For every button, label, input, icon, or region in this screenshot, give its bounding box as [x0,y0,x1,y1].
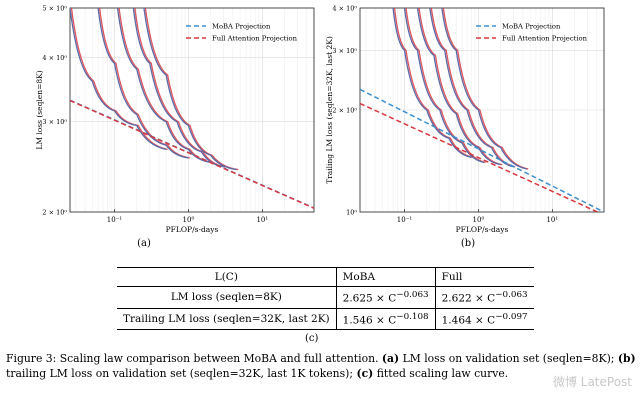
panel-a-sublabel: (a) [137,238,151,249]
legend-label: Full Attention Projection [502,35,588,43]
plot-frame [69,7,315,213]
x-axis-label: PFLOP/s-days [166,225,219,234]
full-projection-line [360,102,600,212]
y-tick-label: 4 × 10⁰ [332,5,357,13]
x-tick-label: 10⁰ [473,216,485,224]
curves-group [70,8,314,209]
chart-a-svg: 10⁻¹ 10⁰ 10¹ 5 × 10⁰ 4 × 10⁰ 3 × 10⁰ 2 × 10⁰ PF… [35,5,315,234]
y-tick-label: 2 × 10⁰ [42,209,67,217]
chart-panel-b: 10⁻¹ 10⁰ 10¹ 4 × 10⁰ 3 × 10⁰ 2 × 10⁰ 10⁰ PFLOP/… [320,0,640,250]
training-curve-full [430,8,516,168]
full-projection-line [70,99,314,209]
row-label: Trailing LM loss (seqlen=32K, last 2K) [117,308,337,330]
training-curve-full [134,8,226,168]
curves-group [360,8,604,212]
training-curve-moba [70,8,167,150]
table-row: Trailing LM loss (seqlen=32K, last 2K) 1… [117,308,534,330]
caption-tag-c: (c) [356,366,374,380]
training-curve-moba [429,8,514,168]
y-tick-label: 3 × 10⁰ [332,47,357,55]
moba-formula: 2.625 × C−0.063 [336,286,436,308]
training-curve-moba [116,8,211,163]
header-lc: L(C) [117,267,337,287]
plot-frame [359,7,605,213]
legend-label: MoBA Projection [502,23,561,31]
x-tick-label: 10⁻¹ [397,216,413,224]
training-curve-full [144,8,239,171]
table-row: LM loss (seqlen=8K) 2.625 × C−0.063 2.62… [117,286,534,308]
y-tick-label: 3 × 10⁰ [42,118,67,126]
row-label: LM loss (seqlen=8K) [117,286,337,308]
table-sublabel: (c) [305,333,319,344]
caption-tag-b: (b) [617,352,636,365]
y-axis-label: LM loss (seqlen=8K) [35,70,44,149]
caption-text-c: fitted scaling law curve. [373,366,509,380]
x-axis-label: PFLOP/s-days [456,225,509,234]
y-tick-label: 10⁰ [346,209,357,217]
watermark: 微博 LatePost [552,375,632,389]
y-tick-label: 5 × 10⁰ [42,5,67,13]
x-tick-label: 10¹ [256,216,268,224]
training-curve-moba [416,8,501,166]
training-curve-full [442,8,529,170]
x-tick-label: 10¹ [546,216,558,224]
training-curve-moba [441,8,527,170]
chart-panel-a: 10⁻¹ 10⁰ 10¹ 5 × 10⁰ 4 × 10⁰ 3 × 10⁰ 2 × 10⁰ PF… [0,0,320,250]
caption-text-b: trailing LM loss on validation set (seql… [6,366,357,380]
header-moba: MoBA [336,267,436,287]
training-curve-full [70,8,168,150]
training-curve-full [418,8,503,166]
caption-prefix: Figure 3: Scaling law comparison between… [6,352,382,365]
legend-label: Full Attention Projection [212,35,298,43]
training-curve-moba [392,8,472,158]
full-formula: 1.464 × C−0.097 [441,311,528,327]
training-curve-moba [132,8,224,168]
y-tick-label: 2 × 10⁰ [332,107,357,115]
training-curve-full [118,8,213,163]
x-tick-label: 10⁻¹ [107,216,123,224]
legend-label: MoBA Projection [212,23,271,31]
y-tick-label: 4 × 10⁰ [42,54,67,62]
header-full: Full [441,271,463,283]
training-curve-moba [143,8,237,171]
training-curve-moba [403,8,485,164]
caption-text-a: LM loss on validation set (seqlen=8K); [399,352,618,365]
training-curve-moba [97,8,189,159]
moba-projection-line [360,88,604,212]
scaling-law-table: L(C) MoBA Full LM loss (seqlen=8K) 2.625… [117,267,534,330]
training-curve-full [393,8,473,158]
y-axis-label: Trailing LM loss (seqlen=32K, last 2K) [325,36,334,184]
caption-tag-a: (a) [381,352,400,365]
training-curve-full [98,8,191,159]
full-formula: 2.622 × C−0.063 [441,290,528,305]
figure-caption: Figure 3: Scaling law comparison between… [6,352,636,381]
table-header-row: L(C) MoBA Full [117,267,534,287]
training-curve-full [405,8,486,164]
panel-b-sublabel: (b) [460,238,476,249]
moba-formula: 1.546 × C−0.108 [336,308,436,330]
x-tick-label: 10⁰ [183,216,195,224]
